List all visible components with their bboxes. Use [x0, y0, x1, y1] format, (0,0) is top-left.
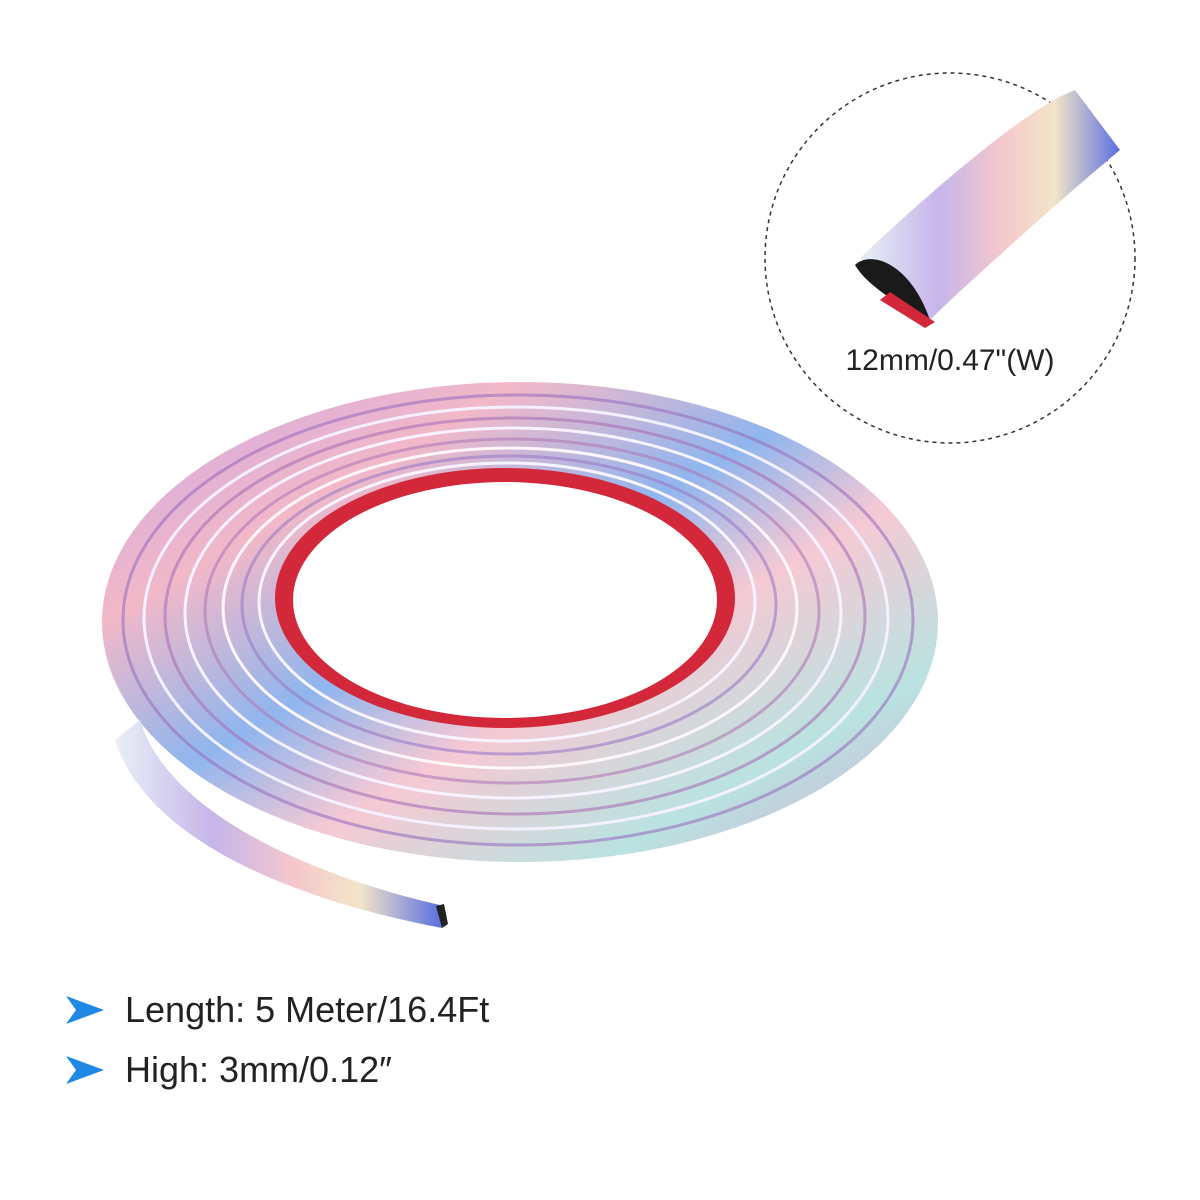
spec-text: High: 3mm/0.12″	[125, 1049, 392, 1090]
strip-piece	[860, 90, 1120, 320]
width-label: 12mm/0.47"(W)	[845, 344, 1054, 377]
coil-grooves	[121, 393, 915, 847]
tail-end	[436, 904, 448, 928]
bullet-arrow	[66, 1056, 104, 1084]
strip-tape	[880, 292, 935, 328]
specs: Length: 5 Meter/16.4Ft High: 3mm/0.12″	[66, 989, 489, 1090]
detail-callout: 12mm/0.47"(W)	[764, 72, 1136, 444]
bullet-arrow	[66, 996, 104, 1024]
coil-hole	[293, 482, 717, 718]
spec-text: Length: 5 Meter/16.4Ft	[125, 989, 489, 1030]
coil	[102, 382, 938, 928]
coil-tail	[115, 720, 442, 928]
